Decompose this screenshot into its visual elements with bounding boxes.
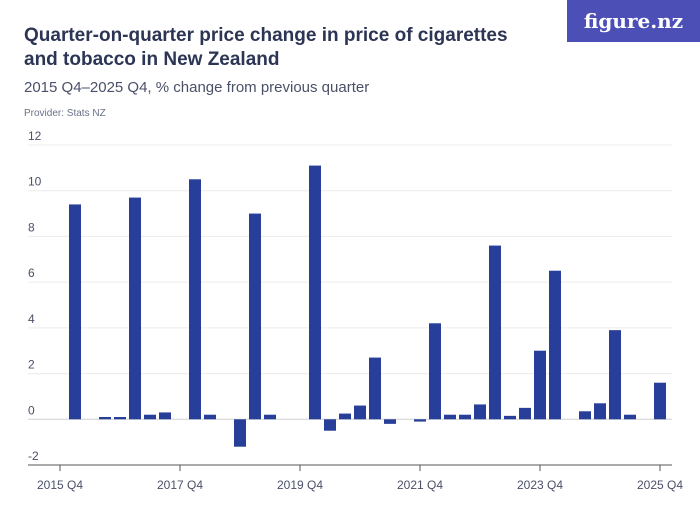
- x-tick-label: 2023 Q4: [517, 478, 563, 492]
- bar-2017-Q3: [159, 412, 171, 420]
- bar-2024-Q4: [594, 403, 606, 420]
- y-tick-label: 6: [28, 266, 35, 280]
- y-tick-label: 10: [28, 175, 42, 189]
- bar-2020-Q3: [339, 413, 351, 420]
- bar-2018-Q1: [189, 179, 201, 420]
- bar-2022-Q1: [429, 323, 441, 420]
- bar-2025-Q1: [609, 330, 621, 420]
- bar-2025-Q2: [624, 414, 636, 420]
- chart-subtitle: 2015 Q4–2025 Q4, % change from previous …: [24, 79, 370, 96]
- y-tick-label: 12: [28, 129, 42, 143]
- y-tick-label: 4: [28, 312, 35, 326]
- bar-2016-Q1: [69, 204, 81, 420]
- bar-2019-Q2: [264, 414, 276, 420]
- bar-2020-Q2: [324, 419, 336, 431]
- x-tick-label: 2019 Q4: [277, 478, 323, 492]
- bar-2020-Q1: [309, 165, 321, 420]
- bar-2023-Q4: [534, 350, 546, 420]
- x-tick-label: 2025 Q4: [637, 478, 683, 492]
- bar-2020-Q4: [354, 405, 366, 420]
- bar-2018-Q4: [234, 419, 246, 447]
- figure-nz-logo[interactable]: figure.nz: [567, 0, 700, 42]
- bar-2021-Q2: [384, 419, 396, 424]
- bar-2019-Q1: [249, 213, 261, 420]
- bar-2023-Q1: [489, 245, 501, 420]
- x-tick-label: 2017 Q4: [157, 478, 203, 492]
- provider-label: Provider: Stats NZ: [24, 108, 106, 119]
- bar-2021-Q1: [369, 357, 381, 420]
- bar-2023-Q2: [504, 415, 516, 420]
- bar-2022-Q2: [444, 414, 456, 420]
- y-tick-label: 8: [28, 220, 35, 234]
- x-tick-label: 2021 Q4: [397, 478, 443, 492]
- y-tick-label: -2: [28, 449, 39, 463]
- chart-title: Quarter-on-quarter price change in price…: [24, 25, 508, 70]
- bar-2021-Q4: [414, 419, 426, 422]
- x-tick-label: 2015 Q4: [37, 478, 83, 492]
- bar-2018-Q2: [204, 414, 216, 420]
- y-tick-label: 2: [28, 358, 35, 372]
- y-tick-label: 0: [28, 403, 35, 417]
- bar-2023-Q3: [519, 407, 531, 420]
- bar-2025-Q4: [654, 382, 666, 420]
- bar-2024-Q3: [579, 411, 591, 420]
- bar-2016-Q4: [114, 417, 126, 420]
- bar-2016-Q3: [99, 417, 111, 420]
- bar-2017-Q2: [144, 414, 156, 420]
- bar-2022-Q3: [459, 414, 471, 420]
- bar-2017-Q1: [129, 197, 141, 420]
- bar-2022-Q4: [474, 404, 486, 420]
- bar-2024-Q1: [549, 270, 561, 420]
